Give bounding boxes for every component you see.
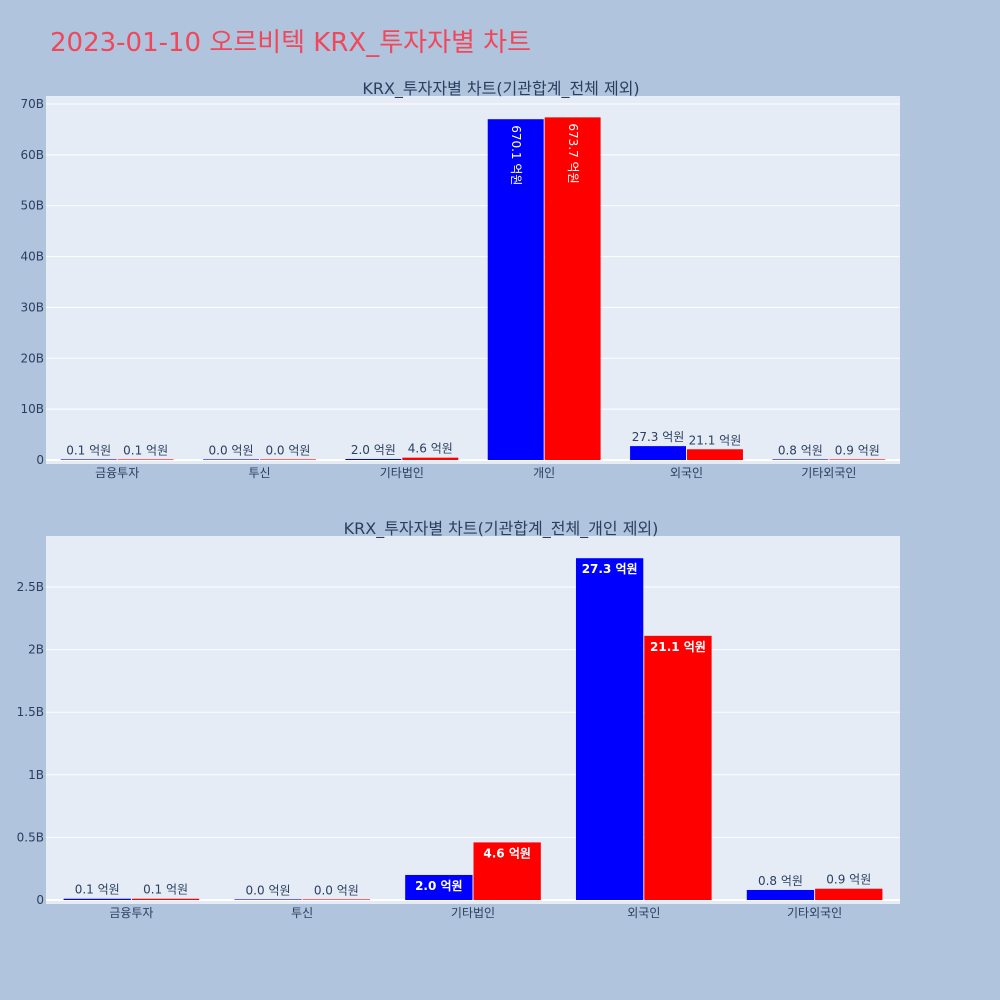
bar	[260, 459, 316, 460]
bar-label: 2.0 억원	[351, 443, 396, 457]
bar-label: 0.1 억원	[143, 883, 188, 897]
subplot-title: KRX_투자자별 차트(기관합계_전체 제외)	[362, 79, 639, 99]
bar	[473, 842, 541, 900]
y-tick-label: 1.5B	[17, 705, 44, 719]
bar	[63, 898, 131, 900]
x-tick-label: 외국인	[670, 466, 703, 480]
bar	[544, 117, 601, 460]
bar-label: 0.1 억원	[123, 443, 168, 457]
y-tick-label: 60B	[20, 148, 44, 162]
y-tick-label: 70B	[20, 97, 44, 111]
plot-area	[46, 536, 900, 904]
bar	[644, 635, 712, 900]
x-tick-label: 투신	[248, 466, 270, 480]
bar	[131, 898, 200, 900]
y-tick-label: 50B	[20, 199, 44, 213]
y-tick-label: 10B	[20, 402, 44, 416]
chart-bottom: 0 0.5B 1B 1.5B 2B 2.5B KRX_투자자별 차트(기관합계_전체_개인 …	[17, 519, 900, 920]
x-tick-label: 기타외국인	[787, 906, 842, 920]
y-tick-label: 30B	[20, 300, 44, 314]
y-tick-label: 0	[36, 453, 44, 467]
bar-label: 0.9 억원	[835, 443, 880, 457]
bar	[402, 457, 459, 460]
bar-label: 0.8 억원	[778, 443, 823, 457]
bar	[772, 459, 829, 460]
bar-label: 0.1 억원	[66, 443, 111, 457]
bar-label: 0.8 억원	[758, 874, 803, 888]
bar	[405, 874, 473, 900]
bar-label: 0.9 억원	[826, 873, 871, 887]
bar	[630, 446, 686, 460]
bar	[234, 899, 302, 900]
bar-label: 0.0 억원	[314, 883, 359, 897]
bar-label: 0.0 억원	[265, 443, 310, 457]
bar-label: 0.0 억원	[246, 883, 291, 897]
bar	[687, 449, 743, 460]
bar-label: 0.0 억원	[209, 443, 254, 457]
bar	[60, 459, 117, 460]
x-tick-label: 기타외국인	[801, 466, 856, 480]
bar	[575, 558, 644, 900]
bar	[203, 459, 259, 460]
bar-label: 670.1 억원	[509, 125, 523, 185]
bar-label: 21.1 억원	[689, 433, 742, 447]
bar-label: 21.1 억원	[650, 640, 706, 654]
bar	[345, 458, 402, 460]
y-tick-label: 1B	[28, 768, 44, 782]
y-tick-label: 20B	[20, 351, 44, 365]
x-tick-label: 개인	[533, 466, 555, 480]
y-tick-label: 40B	[20, 250, 44, 264]
y-tick-label: 0	[36, 893, 44, 907]
y-tick-label: 0.5B	[17, 830, 44, 844]
bar	[302, 899, 371, 900]
y-tick-label: 2.5B	[17, 580, 44, 594]
bar-label: 27.3 억원	[632, 430, 685, 444]
bar-label: 673.7 억원	[566, 123, 580, 183]
plot-area	[46, 96, 900, 464]
subplot-title: KRX_투자자별 차트(기관합계_전체_개인 제외)	[344, 519, 659, 539]
bar	[829, 459, 886, 460]
bar-label: 2.0 억원	[415, 879, 463, 893]
bar	[815, 888, 883, 900]
bar-label: 4.6 억원	[408, 442, 453, 456]
bar	[746, 889, 815, 900]
x-tick-label: 기타법인	[451, 906, 495, 920]
bar-label: 4.6 억원	[483, 846, 531, 860]
bar-label: 0.1 억원	[75, 883, 120, 897]
x-tick-label: 투신	[291, 906, 313, 920]
x-tick-label: 기타법인	[380, 466, 424, 480]
bar-label: 27.3 억원	[582, 562, 638, 576]
x-tick-label: 외국인	[627, 906, 660, 920]
x-tick-label: 금융투자	[95, 466, 139, 480]
y-tick-label: 2B	[28, 643, 44, 657]
page-title: 2023-01-10 오르비텍 KRX_투자자별 차트	[50, 28, 532, 58]
x-tick-label: 금융투자	[109, 906, 153, 920]
bar	[487, 119, 544, 460]
chart-top: 0 10B 20B 30B 40B 50B 60B 70B KRX_투자자별 차트(기관합계_전…	[20, 79, 900, 480]
bar	[117, 459, 174, 460]
